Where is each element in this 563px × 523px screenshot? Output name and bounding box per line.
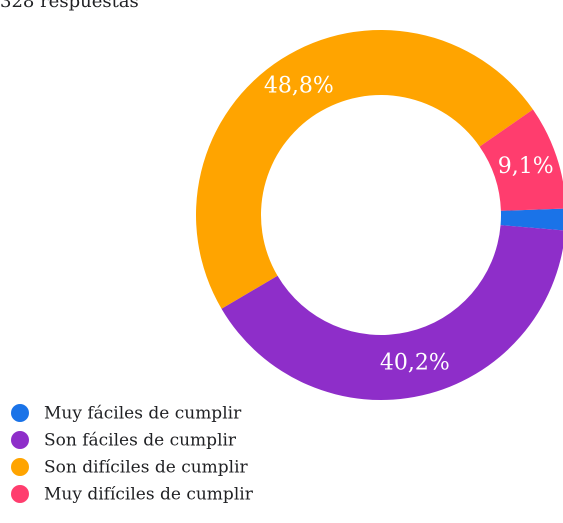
legend-label: Muy fáciles de cumplir bbox=[44, 404, 242, 424]
donut-slice bbox=[479, 109, 563, 211]
slice-label: 48,8% bbox=[264, 74, 334, 99]
legend-label: Son fáciles de cumplir bbox=[44, 431, 237, 451]
legend-marker bbox=[11, 458, 29, 476]
donut-slice bbox=[500, 208, 563, 231]
donut-slice bbox=[195, 29, 533, 309]
legend-marker bbox=[11, 404, 29, 422]
legend-marker bbox=[11, 431, 29, 449]
donut-slice bbox=[221, 225, 563, 400]
legend-label: Son difíciles de cumplir bbox=[44, 458, 249, 478]
slice-label: 9,1% bbox=[498, 154, 554, 179]
chart-title: 328 respuestas bbox=[0, 0, 139, 12]
legend-marker bbox=[11, 485, 29, 503]
slice-label: 40,2% bbox=[380, 351, 450, 376]
legend-label: Muy difíciles de cumplir bbox=[44, 485, 254, 505]
